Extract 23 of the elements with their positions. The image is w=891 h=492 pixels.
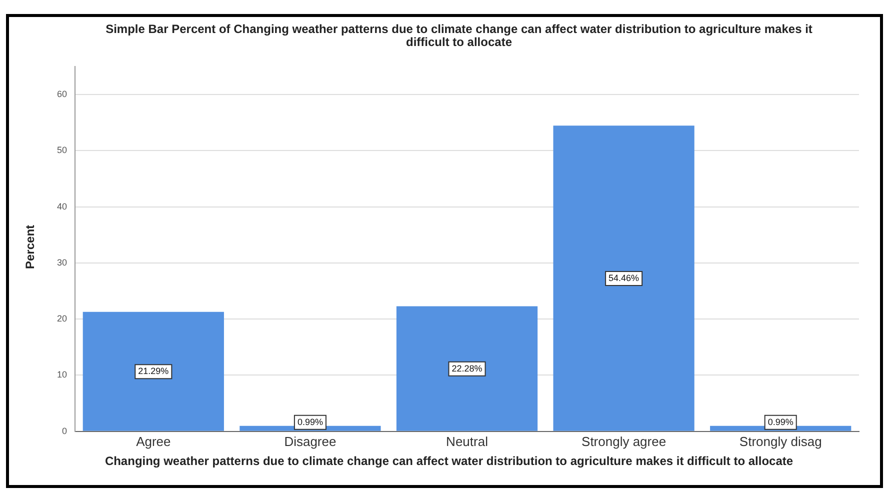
y-tick-label: 50 (56, 145, 68, 156)
y-tick-label: 20 (56, 314, 68, 324)
chart-title: Simple Bar Percent of Changing weather patterns due to climate change can affect water distribution to agriculture makes it difficult to allocate (104, 22, 814, 49)
y-tick-label: 10 (56, 370, 68, 380)
data-label: 21.29% (138, 366, 169, 376)
x-tick-label: Agree (136, 434, 171, 449)
bar (82, 312, 224, 431)
y-tick-label: 0 (62, 426, 68, 436)
bar (553, 126, 694, 431)
bar (396, 306, 538, 431)
y-tick-label: 40 (56, 201, 68, 212)
y-tick-label: 30 (56, 257, 68, 268)
y-tick-label: 60 (56, 88, 68, 99)
data-label: 22.28% (452, 363, 482, 374)
data-label: 54.46% (608, 272, 640, 283)
x-tick-label: Strongly agree (582, 434, 666, 449)
data-label: 0.99% (768, 416, 794, 427)
data-label: 0.99% (297, 416, 323, 427)
x-axis-title: Changing weather patterns due to climate change can affect water distribution to agriculture makes it difficult to allocate (104, 454, 794, 468)
x-tick-label: Strongly disag (739, 434, 822, 449)
x-tick-label: Disagree (284, 434, 336, 449)
x-tick-label: Neutral (446, 434, 488, 449)
y-axis-title: Percent (23, 224, 37, 269)
